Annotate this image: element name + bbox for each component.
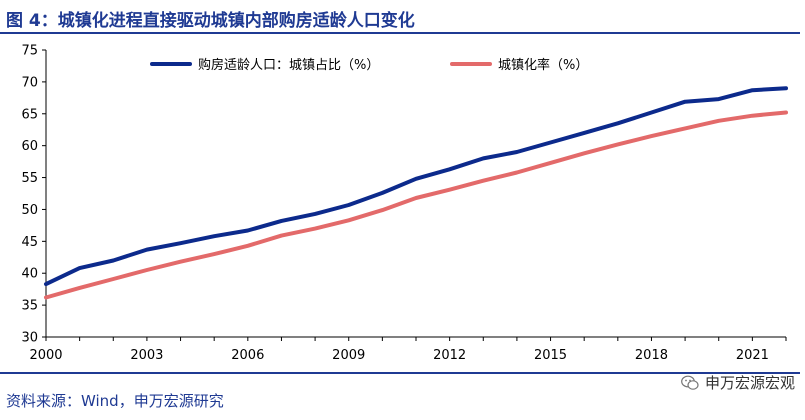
chart-title: 图 4：城镇化进程直接驱动城镇内部购房适龄人口变化 <box>6 11 415 31</box>
y-tick-label: 40 <box>21 267 38 282</box>
y-tick-label: 35 <box>21 299 38 314</box>
x-tick-label: 2006 <box>231 348 264 363</box>
x-tick-label: 2000 <box>29 348 62 363</box>
x-tick-label: 2015 <box>534 348 567 363</box>
y-tick-label: 75 <box>21 44 38 59</box>
x-tick-label: 2003 <box>130 348 163 363</box>
series-line-2 <box>44 110 788 300</box>
bottom-rule <box>0 372 800 374</box>
plot-area <box>44 86 788 300</box>
x-tick-label: 2018 <box>635 348 668 363</box>
source-note: 资料来源：Wind，申万宏源研究 <box>6 392 224 410</box>
top-rule <box>0 32 800 34</box>
brand-label: 申万宏源宏观 <box>704 374 795 392</box>
axes: 30 35 40 45 50 55 60 65 70 75 2000 2003 2006 2009 2012… <box>21 44 787 363</box>
y-tick-label: 65 <box>21 107 38 122</box>
x-tick-label: 2012 <box>433 348 466 363</box>
wechat-icon <box>681 375 699 390</box>
brand-watermark: 申万宏源宏观 <box>681 372 795 393</box>
y-tick-label: 50 <box>21 203 38 218</box>
y-tick-label: 45 <box>21 235 38 250</box>
series-line-1 <box>44 86 788 287</box>
line-chart: 30 35 40 45 50 55 60 65 70 75 2000 2003 2006 2009 2012… <box>21 44 788 363</box>
legend: 购房适龄人口：城镇占比（%） 城镇化率（%） <box>150 57 588 73</box>
x-tick-label: 2009 <box>332 348 365 363</box>
y-tick-label: 70 <box>21 75 38 90</box>
y-tick-label: 55 <box>21 171 38 186</box>
y-tick-label: 30 <box>21 331 38 346</box>
legend-label-2: 城镇化率（%） <box>498 57 588 73</box>
legend-label-1: 购房适龄人口：城镇占比（%） <box>198 57 379 73</box>
x-tick-label: 2021 <box>736 348 769 363</box>
y-tick-label: 60 <box>21 139 38 154</box>
